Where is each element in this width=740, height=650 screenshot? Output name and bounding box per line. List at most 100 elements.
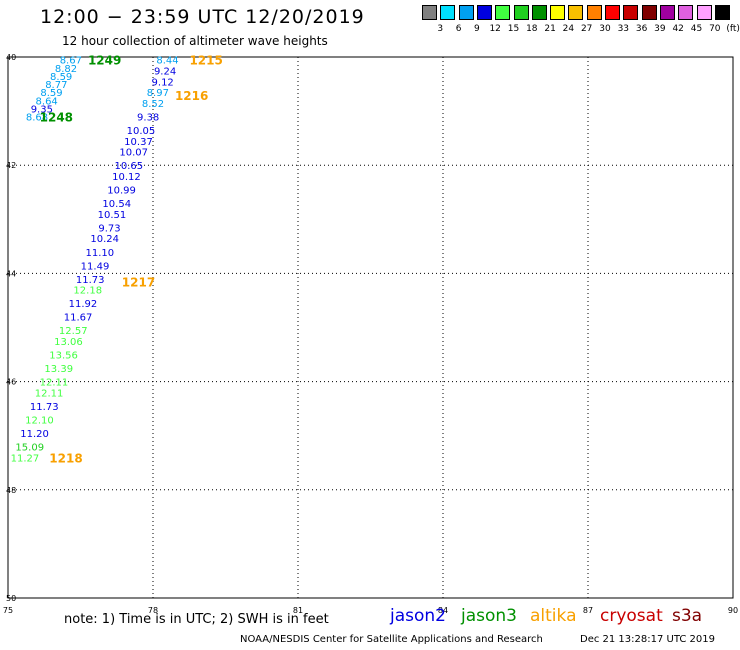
colorbar-swatch — [568, 5, 584, 20]
lat-tick-label: 44 — [6, 269, 16, 278]
wave-height-value: 10.24 — [90, 234, 119, 245]
colorbar-swatch — [714, 5, 730, 20]
units-note: note: 1) Time is in UTC; 2) SWH is in fe… — [64, 612, 329, 627]
colorbar-label: 30 — [599, 24, 611, 34]
colorbar-label: 6 — [455, 24, 462, 34]
colorbar-swatch — [422, 5, 437, 20]
lon-tick-label: 87 — [583, 606, 593, 615]
wave-height-value: 8.68 — [26, 113, 48, 124]
colorbar-swatch — [623, 5, 639, 20]
wave-height-value: 11.27 — [11, 453, 40, 464]
wave-height-value: 8.44 — [156, 56, 178, 67]
colorbar-swatch — [458, 5, 474, 20]
wave-height-value: 8.59 — [50, 72, 72, 83]
wave-height-value: 9.12 — [152, 77, 174, 88]
wave-height-value: 11.92 — [69, 299, 98, 310]
wave-height-value: 13.56 — [49, 351, 78, 362]
pass-time-label: 1248 — [40, 111, 73, 125]
colorbar-label: 39 — [654, 24, 666, 34]
pass-time-label: 1216 — [175, 89, 208, 103]
legend-s3a: s3a — [672, 606, 703, 626]
wave-height-value: 8.59 — [40, 88, 62, 99]
wave-height-value: 10.37 — [124, 137, 153, 148]
wave-height-value: 8.67 — [60, 56, 82, 67]
wave-height-value: 9.73 — [98, 223, 120, 234]
colorbar-label: 21 — [544, 24, 556, 34]
colorbar-label: 9 — [474, 24, 480, 34]
pass-time-label: 1249 — [88, 54, 121, 68]
pass-time-label: 1217 — [122, 276, 155, 290]
legend-altika: altika — [530, 606, 577, 626]
wave-height-value: 10.99 — [107, 186, 136, 197]
wave-height-value: 9.38 — [137, 113, 159, 124]
wave-height-value: 13.39 — [44, 364, 73, 375]
colorbar-swatch — [531, 5, 547, 20]
wave-height-value: 11.67 — [64, 313, 93, 324]
wave-height-value: 9.24 — [154, 67, 176, 78]
colorbar-swatch — [513, 5, 529, 20]
legend-jason3: jason3 — [461, 606, 517, 626]
colorbar-swatch — [476, 5, 492, 20]
colorbar-label: 15 — [507, 24, 520, 34]
credit-line: NOAA/NESDIS Center for Satellite Applica… — [240, 634, 543, 645]
lon-tick-label: 78 — [148, 606, 158, 615]
wave-height-value: 8.52 — [142, 99, 164, 110]
lon-tick-label: 84 — [438, 606, 448, 615]
wave-height-value: 12.11 — [35, 388, 64, 399]
colorbar-swatch — [696, 5, 712, 20]
colorbar-label: 12 — [489, 24, 501, 34]
lat-tick-label: 48 — [6, 486, 16, 495]
map-frame — [7, 56, 734, 599]
generation-timestamp: Dec 21 13:28:17 UTC 2019 — [580, 634, 715, 645]
pass-time-label: 1218 — [49, 451, 82, 465]
colorbar-label: 3 — [437, 24, 444, 34]
wave-height-value: 9.35 — [31, 104, 53, 115]
colorbar-label: 33 — [617, 24, 630, 34]
wave-height-value: 10.07 — [119, 148, 148, 159]
lat-tick-label: 50 — [6, 594, 16, 603]
wave-height-value: 11.73 — [30, 402, 59, 413]
wave-height-value: 12.10 — [25, 415, 54, 426]
colorbar-swatch — [659, 5, 675, 20]
colorbar-swatch — [641, 5, 657, 20]
colorbar-swatch — [678, 5, 694, 20]
wave-height-value: 15.09 — [15, 443, 44, 454]
colorbar-swatch — [586, 5, 602, 20]
lat-tick-label: 40 — [6, 53, 16, 62]
colorbar-label: 36 — [635, 24, 648, 34]
lat-tick-label: 46 — [6, 378, 16, 387]
wave-height-value: 10.05 — [127, 126, 156, 137]
colorbar-label: 27 — [580, 24, 593, 34]
wave-height-value: 8.77 — [45, 80, 67, 91]
colorbar-label: 70 — [709, 24, 721, 34]
colorbar-swatch — [605, 5, 620, 20]
map-title: 12:00 − 23:59 UTC 12/20/2019 — [40, 6, 365, 28]
wave-height-value: 8.97 — [147, 88, 169, 99]
lon-tick-label: 90 — [728, 606, 738, 615]
wave-height-value: 11.20 — [20, 429, 49, 440]
lon-tick-label: 81 — [293, 606, 303, 615]
lat-tick-label: 42 — [6, 161, 16, 170]
wave-height-value: 11.49 — [81, 261, 110, 272]
legend-jason2: jason2 — [390, 606, 446, 626]
wave-height-value: 11.73 — [76, 275, 105, 286]
wave-height-value: 10.51 — [98, 210, 127, 221]
wave-height-value: 8.82 — [55, 64, 77, 75]
colorbar-label: (ft) — [726, 24, 740, 34]
colorbar-label: 42 — [672, 24, 684, 34]
wave-height-value: 12.18 — [73, 286, 102, 297]
wave-height-value: 12.57 — [59, 326, 88, 337]
pass-time-label: 1215 — [189, 54, 222, 68]
wave-height-value: 10.54 — [102, 199, 131, 210]
colorbar-label: 24 — [562, 24, 575, 34]
map-subtitle: 12 hour collection of altimeter wave hei… — [62, 34, 328, 48]
wave-height-value: 10.65 — [115, 161, 144, 172]
wave-height-value: 11.10 — [86, 248, 115, 259]
wave-height-value: 12.11 — [40, 378, 69, 389]
colorbar-swatch — [495, 5, 511, 20]
colorbar-label: 18 — [526, 24, 538, 34]
colorbar-swatch — [550, 5, 566, 20]
colorbar-swatch — [440, 5, 456, 20]
lon-tick-label: 75 — [3, 606, 13, 615]
